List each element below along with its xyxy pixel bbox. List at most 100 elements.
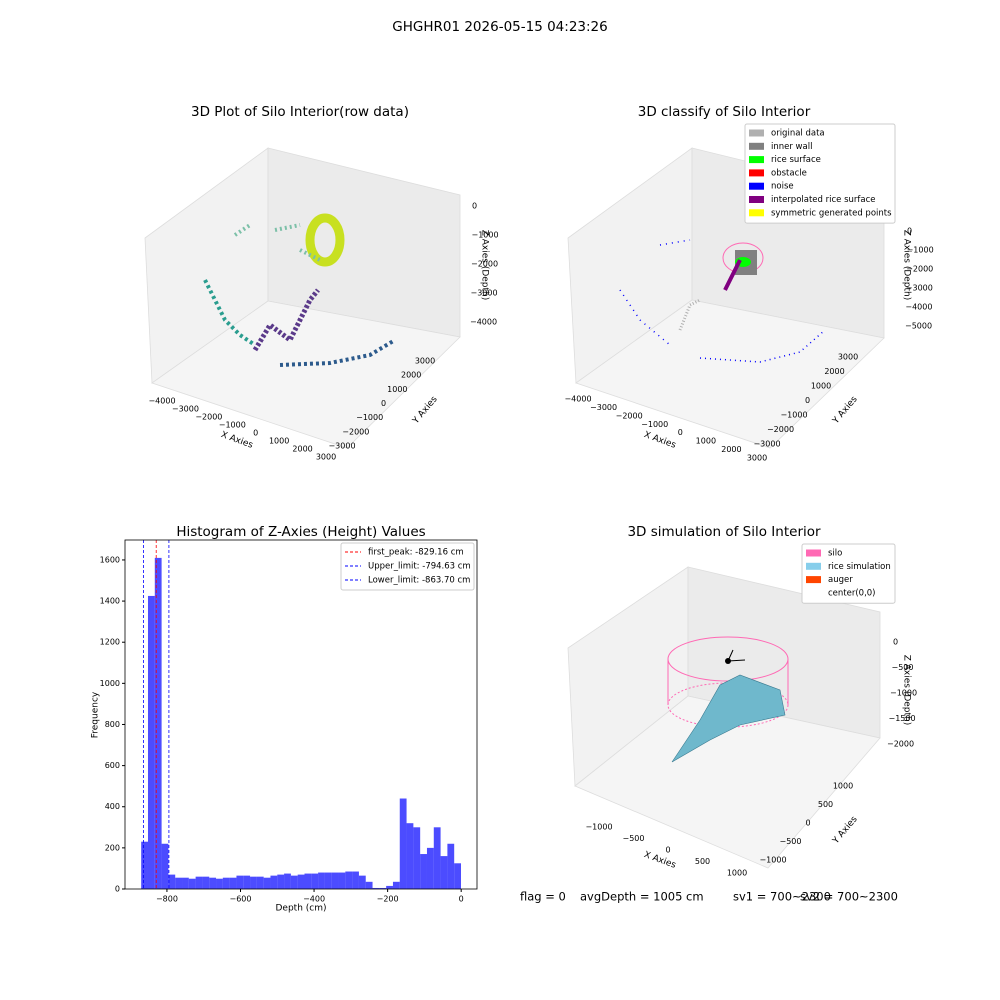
x-tick-label: −200 bbox=[377, 895, 399, 904]
bar bbox=[277, 874, 285, 889]
bar bbox=[290, 875, 298, 889]
bar bbox=[141, 841, 148, 889]
x-tick-label: 2000 bbox=[292, 445, 312, 454]
y-tick-label: −1000 bbox=[780, 411, 807, 420]
bar bbox=[352, 871, 359, 889]
legend-box bbox=[340, 542, 475, 591]
z-tick-label: 0 bbox=[472, 202, 477, 211]
legend-swatch bbox=[749, 142, 764, 150]
status-bar: flag = 0 avgDepth = 1005 cm sv1 = 700~23… bbox=[520, 890, 898, 904]
bar bbox=[324, 872, 332, 889]
y-tick-label: 0 bbox=[381, 399, 386, 408]
bar bbox=[345, 871, 353, 889]
z-tick-label: 0 bbox=[907, 227, 912, 236]
legend-swatch bbox=[749, 196, 764, 203]
legend-swatch bbox=[806, 576, 821, 584]
bar bbox=[379, 887, 387, 889]
z-tick-label: −2000 bbox=[906, 265, 933, 274]
bar bbox=[175, 877, 183, 889]
chart-title: 3D classify of Silo Interior bbox=[638, 104, 811, 120]
bar bbox=[318, 872, 325, 889]
bar bbox=[447, 843, 455, 889]
z-tick-label: −500 bbox=[892, 663, 914, 672]
bar bbox=[154, 557, 162, 889]
legend-label: Upper_limit: -794.63 cm bbox=[368, 562, 471, 572]
bar bbox=[270, 875, 278, 889]
z-tick-label: −1000 bbox=[472, 231, 499, 240]
x-axis-label: Depth (cm) bbox=[275, 904, 326, 914]
bar bbox=[413, 827, 421, 889]
bar bbox=[161, 843, 169, 889]
bar bbox=[304, 873, 312, 889]
chart-title: 3D Plot of Silo Interior(row data) bbox=[191, 104, 409, 120]
x-tick-label: −800 bbox=[156, 895, 178, 904]
x-tick-label: 0 bbox=[678, 428, 683, 437]
y-axis-label: Frequency bbox=[91, 691, 101, 738]
z-axis-label: Z Axies (Depth) bbox=[902, 230, 912, 301]
bar bbox=[236, 875, 244, 889]
x-axis-label: X Axies bbox=[219, 430, 254, 451]
y-tick-label: −500 bbox=[780, 837, 802, 846]
legend-label: silo bbox=[828, 549, 842, 559]
y-tick-label: 1000 bbox=[811, 382, 831, 391]
legend-label: Lower_limit: -863.70 cm bbox=[368, 576, 470, 586]
bar bbox=[440, 856, 448, 889]
y-tick-label: 2000 bbox=[824, 367, 844, 376]
bar bbox=[243, 875, 251, 889]
legend-swatch bbox=[806, 589, 821, 597]
bar bbox=[338, 872, 346, 889]
bar bbox=[406, 823, 414, 889]
chart-title: Histogram of Z-Axies (Height) Values bbox=[176, 524, 425, 540]
legend-swatch bbox=[806, 562, 821, 570]
legend-swatch bbox=[749, 169, 764, 177]
bar bbox=[216, 878, 223, 889]
bar bbox=[202, 876, 210, 889]
bar bbox=[263, 877, 271, 889]
bar bbox=[358, 875, 366, 889]
x-tick-label: −500 bbox=[623, 834, 645, 843]
bar bbox=[365, 881, 373, 889]
x-tick-label: −2000 bbox=[195, 413, 222, 422]
x-tick-label: 0 bbox=[665, 846, 670, 855]
y-tick-label: −1000 bbox=[356, 413, 383, 422]
bar bbox=[386, 885, 393, 889]
silo-simulation bbox=[667, 636, 789, 763]
x-tick-label: 0 bbox=[253, 429, 258, 438]
y-tick-label: 0 bbox=[805, 396, 810, 405]
axes-frame bbox=[124, 539, 478, 890]
legend-label: rice surface bbox=[771, 155, 821, 165]
z-tick-label: −1000 bbox=[907, 246, 934, 255]
x-tick-label: 0 bbox=[459, 895, 464, 904]
bar bbox=[147, 595, 155, 889]
y-tick-label: 500 bbox=[818, 800, 833, 809]
bar bbox=[222, 877, 230, 889]
bar bbox=[392, 881, 400, 889]
legend-swatch bbox=[749, 182, 764, 190]
x-tick-label: −1000 bbox=[641, 420, 668, 429]
x-tick-label: 1000 bbox=[269, 437, 289, 446]
figure-title: GHGHR01 2026-05-15 04:23:26 bbox=[392, 19, 607, 35]
y-axis-label: Y Axies bbox=[830, 814, 859, 846]
y-tick-label: 0 bbox=[115, 885, 120, 894]
bar bbox=[420, 854, 427, 889]
z-axis-label: Z Axies (Depth) bbox=[480, 230, 490, 301]
bar bbox=[182, 877, 189, 889]
y-tick-label: 1600 bbox=[100, 555, 120, 564]
y-tick-label: 600 bbox=[105, 761, 120, 770]
x-tick-label: −400 bbox=[303, 895, 325, 904]
x-tick-label: −3000 bbox=[590, 403, 617, 412]
x-tick-label: 3000 bbox=[747, 454, 767, 463]
point-cloud bbox=[203, 213, 397, 367]
bar bbox=[433, 827, 441, 889]
legend-label: original data bbox=[771, 129, 825, 139]
y-tick-label: 1400 bbox=[100, 597, 120, 606]
bar bbox=[372, 887, 380, 889]
bar bbox=[399, 798, 407, 889]
legend-swatch bbox=[806, 549, 821, 557]
legend-swatch bbox=[749, 129, 764, 137]
y-tick-label: 800 bbox=[105, 720, 120, 729]
z-tick-label: 0 bbox=[893, 638, 898, 647]
x-tick-label: −1000 bbox=[219, 421, 246, 430]
x-tick-label: 2000 bbox=[721, 445, 741, 454]
bar bbox=[311, 873, 319, 889]
